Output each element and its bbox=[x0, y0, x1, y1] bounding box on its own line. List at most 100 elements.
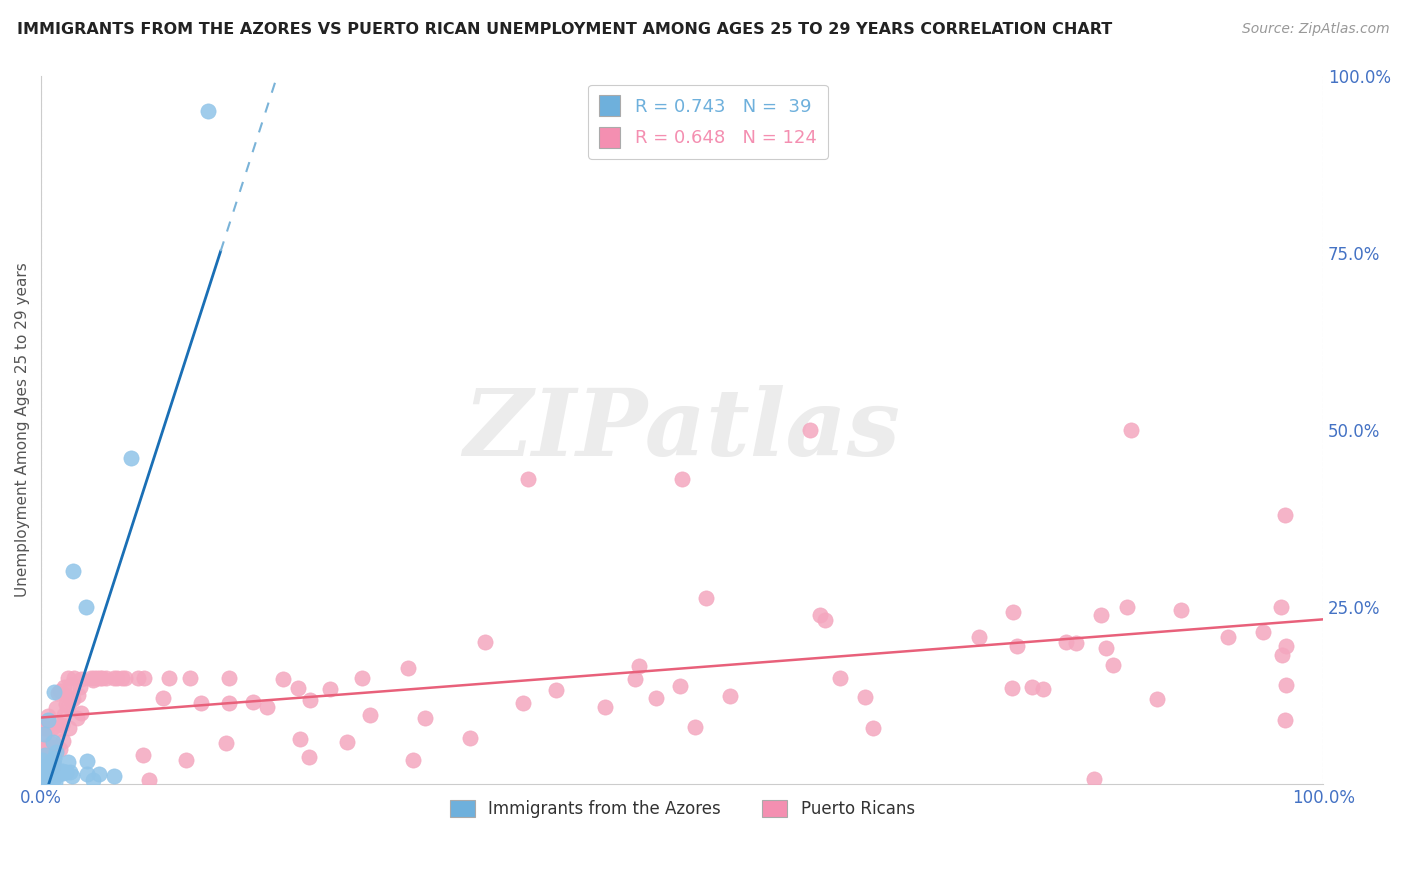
Point bbox=[110, 671, 132, 685]
Point bbox=[62, 564, 84, 578]
Point bbox=[46, 740, 69, 755]
Point bbox=[58, 721, 80, 735]
Point bbox=[35, 721, 58, 735]
Point bbox=[46, 686, 69, 700]
Point bbox=[35, 767, 58, 781]
Point bbox=[31, 772, 53, 787]
Point bbox=[76, 767, 98, 781]
Point bbox=[120, 450, 142, 465]
Point bbox=[1032, 682, 1054, 697]
Point bbox=[51, 764, 73, 778]
Point bbox=[32, 749, 55, 764]
Point bbox=[45, 701, 67, 715]
Point bbox=[41, 756, 63, 770]
Point bbox=[75, 599, 97, 614]
Point bbox=[34, 740, 56, 755]
Point bbox=[91, 671, 114, 685]
Point bbox=[49, 683, 72, 698]
Point bbox=[94, 671, 117, 685]
Point bbox=[37, 762, 59, 776]
Point bbox=[32, 727, 55, 741]
Point bbox=[41, 721, 63, 735]
Point bbox=[1021, 680, 1043, 694]
Point bbox=[63, 671, 86, 685]
Point bbox=[82, 773, 104, 788]
Point bbox=[828, 671, 851, 685]
Point bbox=[683, 720, 706, 734]
Point bbox=[512, 696, 534, 710]
Point bbox=[45, 764, 67, 778]
Point bbox=[32, 762, 55, 776]
Point bbox=[132, 671, 155, 685]
Point bbox=[65, 711, 87, 725]
Point bbox=[1102, 658, 1125, 673]
Point bbox=[48, 741, 70, 756]
Point bbox=[55, 698, 77, 712]
Point bbox=[69, 673, 91, 687]
Point bbox=[42, 755, 65, 769]
Point bbox=[105, 671, 128, 685]
Point bbox=[1270, 599, 1292, 614]
Point bbox=[1115, 599, 1137, 614]
Point bbox=[808, 608, 831, 623]
Point bbox=[645, 690, 668, 705]
Point bbox=[517, 472, 540, 486]
Point bbox=[82, 673, 104, 687]
Point bbox=[44, 751, 66, 765]
Point bbox=[42, 684, 65, 698]
Point bbox=[37, 713, 59, 727]
Point bbox=[319, 681, 342, 696]
Point bbox=[1271, 648, 1294, 662]
Point bbox=[1095, 641, 1118, 656]
Point bbox=[396, 661, 419, 675]
Point bbox=[89, 671, 111, 685]
Point bbox=[298, 749, 321, 764]
Point bbox=[132, 747, 155, 762]
Point bbox=[32, 757, 55, 772]
Point bbox=[86, 671, 108, 685]
Point bbox=[718, 689, 741, 703]
Point bbox=[39, 757, 62, 772]
Point bbox=[87, 767, 110, 781]
Point bbox=[35, 759, 58, 773]
Point bbox=[32, 776, 55, 790]
Point bbox=[31, 768, 53, 782]
Point bbox=[34, 748, 56, 763]
Point bbox=[814, 613, 837, 627]
Point bbox=[138, 772, 160, 787]
Point bbox=[287, 681, 309, 696]
Point bbox=[288, 732, 311, 747]
Point bbox=[1066, 636, 1088, 650]
Point bbox=[103, 671, 125, 685]
Point bbox=[48, 767, 70, 781]
Point bbox=[44, 775, 66, 789]
Point bbox=[39, 736, 62, 750]
Point bbox=[402, 753, 425, 767]
Point bbox=[51, 717, 73, 731]
Point bbox=[69, 681, 91, 695]
Point bbox=[52, 734, 75, 748]
Point bbox=[1005, 639, 1028, 653]
Text: IMMIGRANTS FROM THE AZORES VS PUERTO RICAN UNEMPLOYMENT AMONG AGES 25 TO 29 YEAR: IMMIGRANTS FROM THE AZORES VS PUERTO RIC… bbox=[17, 22, 1112, 37]
Point bbox=[52, 766, 75, 780]
Point bbox=[197, 103, 219, 118]
Point bbox=[114, 671, 136, 685]
Point bbox=[31, 756, 53, 770]
Point bbox=[695, 591, 717, 605]
Point bbox=[1001, 681, 1024, 695]
Point bbox=[336, 735, 359, 749]
Y-axis label: Unemployment Among Ages 25 to 29 years: Unemployment Among Ages 25 to 29 years bbox=[15, 262, 30, 597]
Point bbox=[44, 771, 66, 785]
Legend: Immigrants from the Azores, Puerto Ricans: Immigrants from the Azores, Puerto Rican… bbox=[443, 794, 921, 825]
Point bbox=[31, 776, 53, 790]
Point bbox=[80, 671, 103, 685]
Point bbox=[56, 699, 79, 714]
Point bbox=[671, 472, 693, 486]
Point bbox=[1083, 772, 1105, 786]
Point bbox=[1274, 508, 1296, 522]
Point bbox=[53, 680, 76, 694]
Point bbox=[218, 696, 240, 710]
Point bbox=[799, 423, 821, 437]
Point bbox=[853, 690, 876, 705]
Point bbox=[350, 671, 373, 685]
